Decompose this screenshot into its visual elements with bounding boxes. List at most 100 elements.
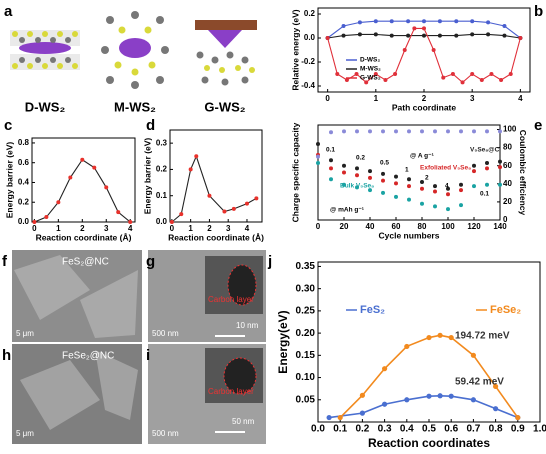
data-point: [381, 190, 385, 195]
data-point: [68, 175, 73, 180]
data-point: [373, 32, 378, 37]
data-point: [431, 48, 436, 52]
y-tick-label: 0.30: [296, 283, 316, 294]
micrograph-label: Carbon layer: [208, 295, 254, 304]
data-point: [357, 32, 362, 37]
data-point: [448, 393, 454, 399]
data-point: [515, 414, 521, 421]
data-point: [394, 181, 398, 186]
y-tick-label: 0.1: [156, 191, 168, 200]
legend-label: FeSe₂: [490, 304, 521, 316]
y2-tick-label: 100: [503, 125, 517, 134]
data-point: [342, 182, 346, 187]
y-tick-label: 0.15: [296, 350, 316, 361]
y-tick-label: 0.10: [296, 372, 316, 383]
data-point: [420, 186, 424, 191]
data-point: [479, 78, 484, 82]
y-axis-title: Energy(eV): [276, 310, 290, 373]
data-point: [368, 169, 372, 174]
x-tick-label: 2: [80, 224, 85, 233]
data-point: [448, 334, 454, 341]
x-tick-label: 140: [493, 222, 507, 231]
y-axis-title: Energy barrier (eV): [142, 138, 152, 215]
micrograph-g: [148, 250, 266, 342]
data-point: [359, 410, 365, 416]
data-point: [342, 170, 346, 175]
series-line: [171, 154, 257, 223]
data-point: [381, 171, 385, 176]
data-point: [459, 182, 463, 187]
atoms: [19, 37, 71, 63]
data-point: [104, 185, 109, 190]
data-point: [493, 406, 499, 412]
data-point: [404, 397, 410, 403]
data-point: [381, 129, 385, 134]
data-point: [341, 24, 346, 28]
data-point: [459, 188, 463, 193]
data-point: [231, 206, 236, 211]
plot-frame: [317, 124, 501, 221]
x-tick-label: 3: [104, 224, 109, 233]
micrograph-label: 5 μm: [16, 429, 34, 438]
y2-tick-label: 40: [503, 179, 512, 188]
panel-label: c: [4, 117, 12, 134]
x-tick-label: 2: [422, 94, 427, 103]
data-point: [489, 72, 494, 76]
y-tick-label: 0.8: [18, 138, 30, 147]
annotation: 0.1: [480, 191, 489, 198]
x-tick-label: 0.3: [378, 424, 392, 435]
data-point: [498, 159, 502, 164]
y-tick-label: 0.3: [156, 138, 168, 147]
data-point: [437, 33, 442, 38]
micrograph-label: 500 nm: [152, 429, 179, 438]
micrograph-label: FeSe₂@NC: [62, 351, 114, 362]
x-tick-label: 4: [245, 224, 250, 233]
data-point: [485, 161, 489, 165]
data-point: [381, 178, 385, 183]
data-point: [382, 401, 388, 407]
data-point: [470, 352, 476, 358]
y-axis-title: Relative energy (eV): [290, 9, 300, 90]
data-point: [446, 129, 450, 134]
data-point: [441, 75, 446, 80]
chart: 0.05 0.10 0.15 0.20 0.25 0.30 0.35 0.0 0.1 0.2 0.3…: [276, 261, 546, 450]
data-point: [329, 177, 333, 182]
x-tick-label: 0.1: [333, 424, 347, 435]
data-point: [472, 169, 476, 174]
particle: [223, 357, 257, 395]
y-tick-label: 0.0: [156, 217, 168, 226]
data-point: [420, 129, 424, 134]
data-point: [454, 33, 459, 38]
data-point: [355, 129, 359, 134]
micrograph-label: 5 μm: [16, 329, 34, 338]
data-point: [518, 36, 523, 40]
x-tick-label: 0.9: [511, 424, 525, 435]
data-point: [498, 165, 502, 170]
series-line: [328, 394, 519, 419]
atoms: [204, 65, 255, 73]
data-point: [446, 207, 450, 212]
y-tick-label: 0.2: [18, 197, 30, 206]
data-point: [329, 158, 333, 163]
data-point: [433, 204, 437, 209]
data-point: [422, 26, 426, 31]
data-point: [194, 154, 199, 159]
data-point: [207, 193, 212, 198]
data-point: [389, 33, 394, 38]
data-point: [446, 192, 450, 197]
x-tick-label: 80: [418, 222, 427, 231]
data-point: [373, 19, 378, 24]
data-point: [393, 72, 398, 76]
annotation: 0.2: [356, 155, 365, 162]
y-tick-label: 0.2: [156, 165, 168, 174]
x-tick-label: 0: [316, 222, 321, 231]
data-point: [502, 24, 507, 28]
data-point: [222, 209, 227, 214]
data-point: [459, 203, 463, 208]
panel-label: a: [4, 3, 13, 20]
y-tick-label: 0.25: [296, 306, 316, 317]
plot-frame: [169, 129, 263, 223]
data-point: [472, 184, 476, 189]
micrograph-i: [148, 344, 266, 444]
data-point: [383, 78, 388, 82]
